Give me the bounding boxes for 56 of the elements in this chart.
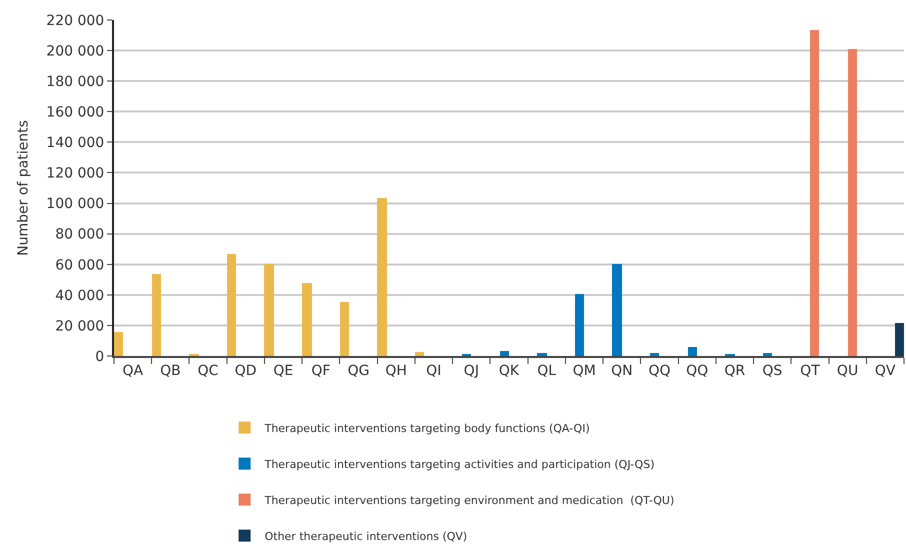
bar — [340, 302, 349, 356]
x-tick-label: QI — [426, 362, 442, 379]
x-tick-label: QA — [122, 362, 144, 379]
legend-label: Other therapeutic interventions (QV) — [264, 530, 468, 543]
y-tick-label: 80 000 — [55, 226, 104, 243]
bar — [612, 264, 622, 356]
y-tick-label: 20 000 — [55, 318, 104, 334]
x-tick-label: QG — [348, 362, 370, 379]
legend-label: Therapeutic interventions targeting environment and medication (QT-QU) — [264, 494, 674, 507]
y-tick-label: 140 000 — [46, 135, 104, 152]
x-tick-label: QF — [311, 362, 330, 379]
bar — [537, 353, 547, 356]
legend-label: Therapeutic interventions targeting activities and participation (QJ-QS) — [264, 458, 654, 471]
y-axis-title: Number of patients — [15, 120, 32, 256]
x-tick-label: QQ — [686, 362, 708, 379]
bar — [688, 347, 697, 356]
y-tick-label: 60 000 — [55, 257, 104, 274]
y-tick-label: 200 000 — [46, 43, 104, 60]
y-tick-label: 160 000 — [46, 104, 104, 121]
bar — [895, 323, 904, 356]
bar — [848, 49, 857, 356]
x-tick-label: QR — [724, 362, 746, 379]
bar — [500, 351, 509, 356]
y-tick-label: 40 000 — [55, 288, 104, 304]
y-tick-label: 0 — [95, 348, 104, 365]
bar — [650, 353, 659, 356]
bar — [810, 30, 819, 356]
bar — [377, 198, 387, 356]
x-tick-label: QQ — [648, 362, 671, 379]
bar — [227, 254, 236, 356]
bar — [302, 283, 312, 356]
y-tick-label: 120 000 — [46, 166, 104, 182]
bar — [575, 294, 584, 356]
x-tick-label: QD — [234, 362, 257, 379]
bar — [415, 352, 424, 356]
bar — [114, 332, 123, 356]
bar — [264, 264, 274, 356]
bar — [152, 274, 161, 356]
x-tick-label: QM — [572, 362, 596, 379]
x-tick-label: QJ — [464, 362, 479, 379]
bar — [763, 353, 772, 356]
x-tick-label: QL — [537, 362, 556, 379]
y-tick-label: 220 000 — [46, 12, 104, 29]
y-tick-label: 180 000 — [46, 74, 104, 90]
x-tick-label: QS — [762, 362, 782, 379]
x-tick-label: QE — [273, 362, 294, 379]
x-tick-label: QC — [198, 362, 219, 379]
x-tick-label: QN — [611, 362, 633, 379]
legend-label: Therapeutic interventions targeting body functions (QA-QI) — [264, 422, 590, 435]
x-tick-label: QH — [385, 362, 407, 379]
x-tick-label: QB — [160, 362, 181, 379]
y-tick-label: 100 000 — [46, 196, 104, 212]
x-tick-label: QU — [836, 362, 858, 379]
x-tick-label: QK — [498, 362, 520, 379]
x-tick-label: QV — [874, 362, 896, 379]
x-tick-label: QT — [800, 362, 820, 379]
